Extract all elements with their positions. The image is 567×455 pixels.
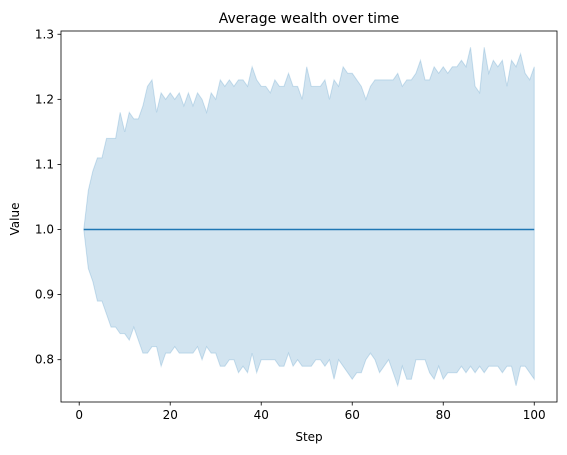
y-tick-label: 1.0 [35,223,54,237]
x-tick-label: 80 [436,408,451,422]
y-tick-label: 1.1 [35,157,54,171]
confidence-band [83,47,535,388]
y-tick-label: 1.2 [35,92,54,106]
y-axis-ticks: 0.8 0.9 1.0 1.1 1.2 1.3 [35,27,61,367]
plot-area [83,47,535,388]
y-axis-title: Value [8,203,22,236]
x-tick-label: 20 [163,408,178,422]
chart-title: Average wealth over time [219,11,400,27]
x-axis-ticks: 0 20 40 60 80 100 [75,402,546,422]
x-tick-label: 0 [75,408,83,422]
x-axis-title: Step [295,430,322,444]
x-tick-label: 60 [345,408,360,422]
y-tick-label: 1.3 [35,27,54,41]
axes [60,30,558,403]
x-tick-label: 40 [254,408,269,422]
y-tick-label: 0.9 [35,288,54,302]
x-tick-label: 100 [523,408,546,422]
y-tick-label: 0.8 [35,353,54,367]
axes-frame [60,30,558,403]
